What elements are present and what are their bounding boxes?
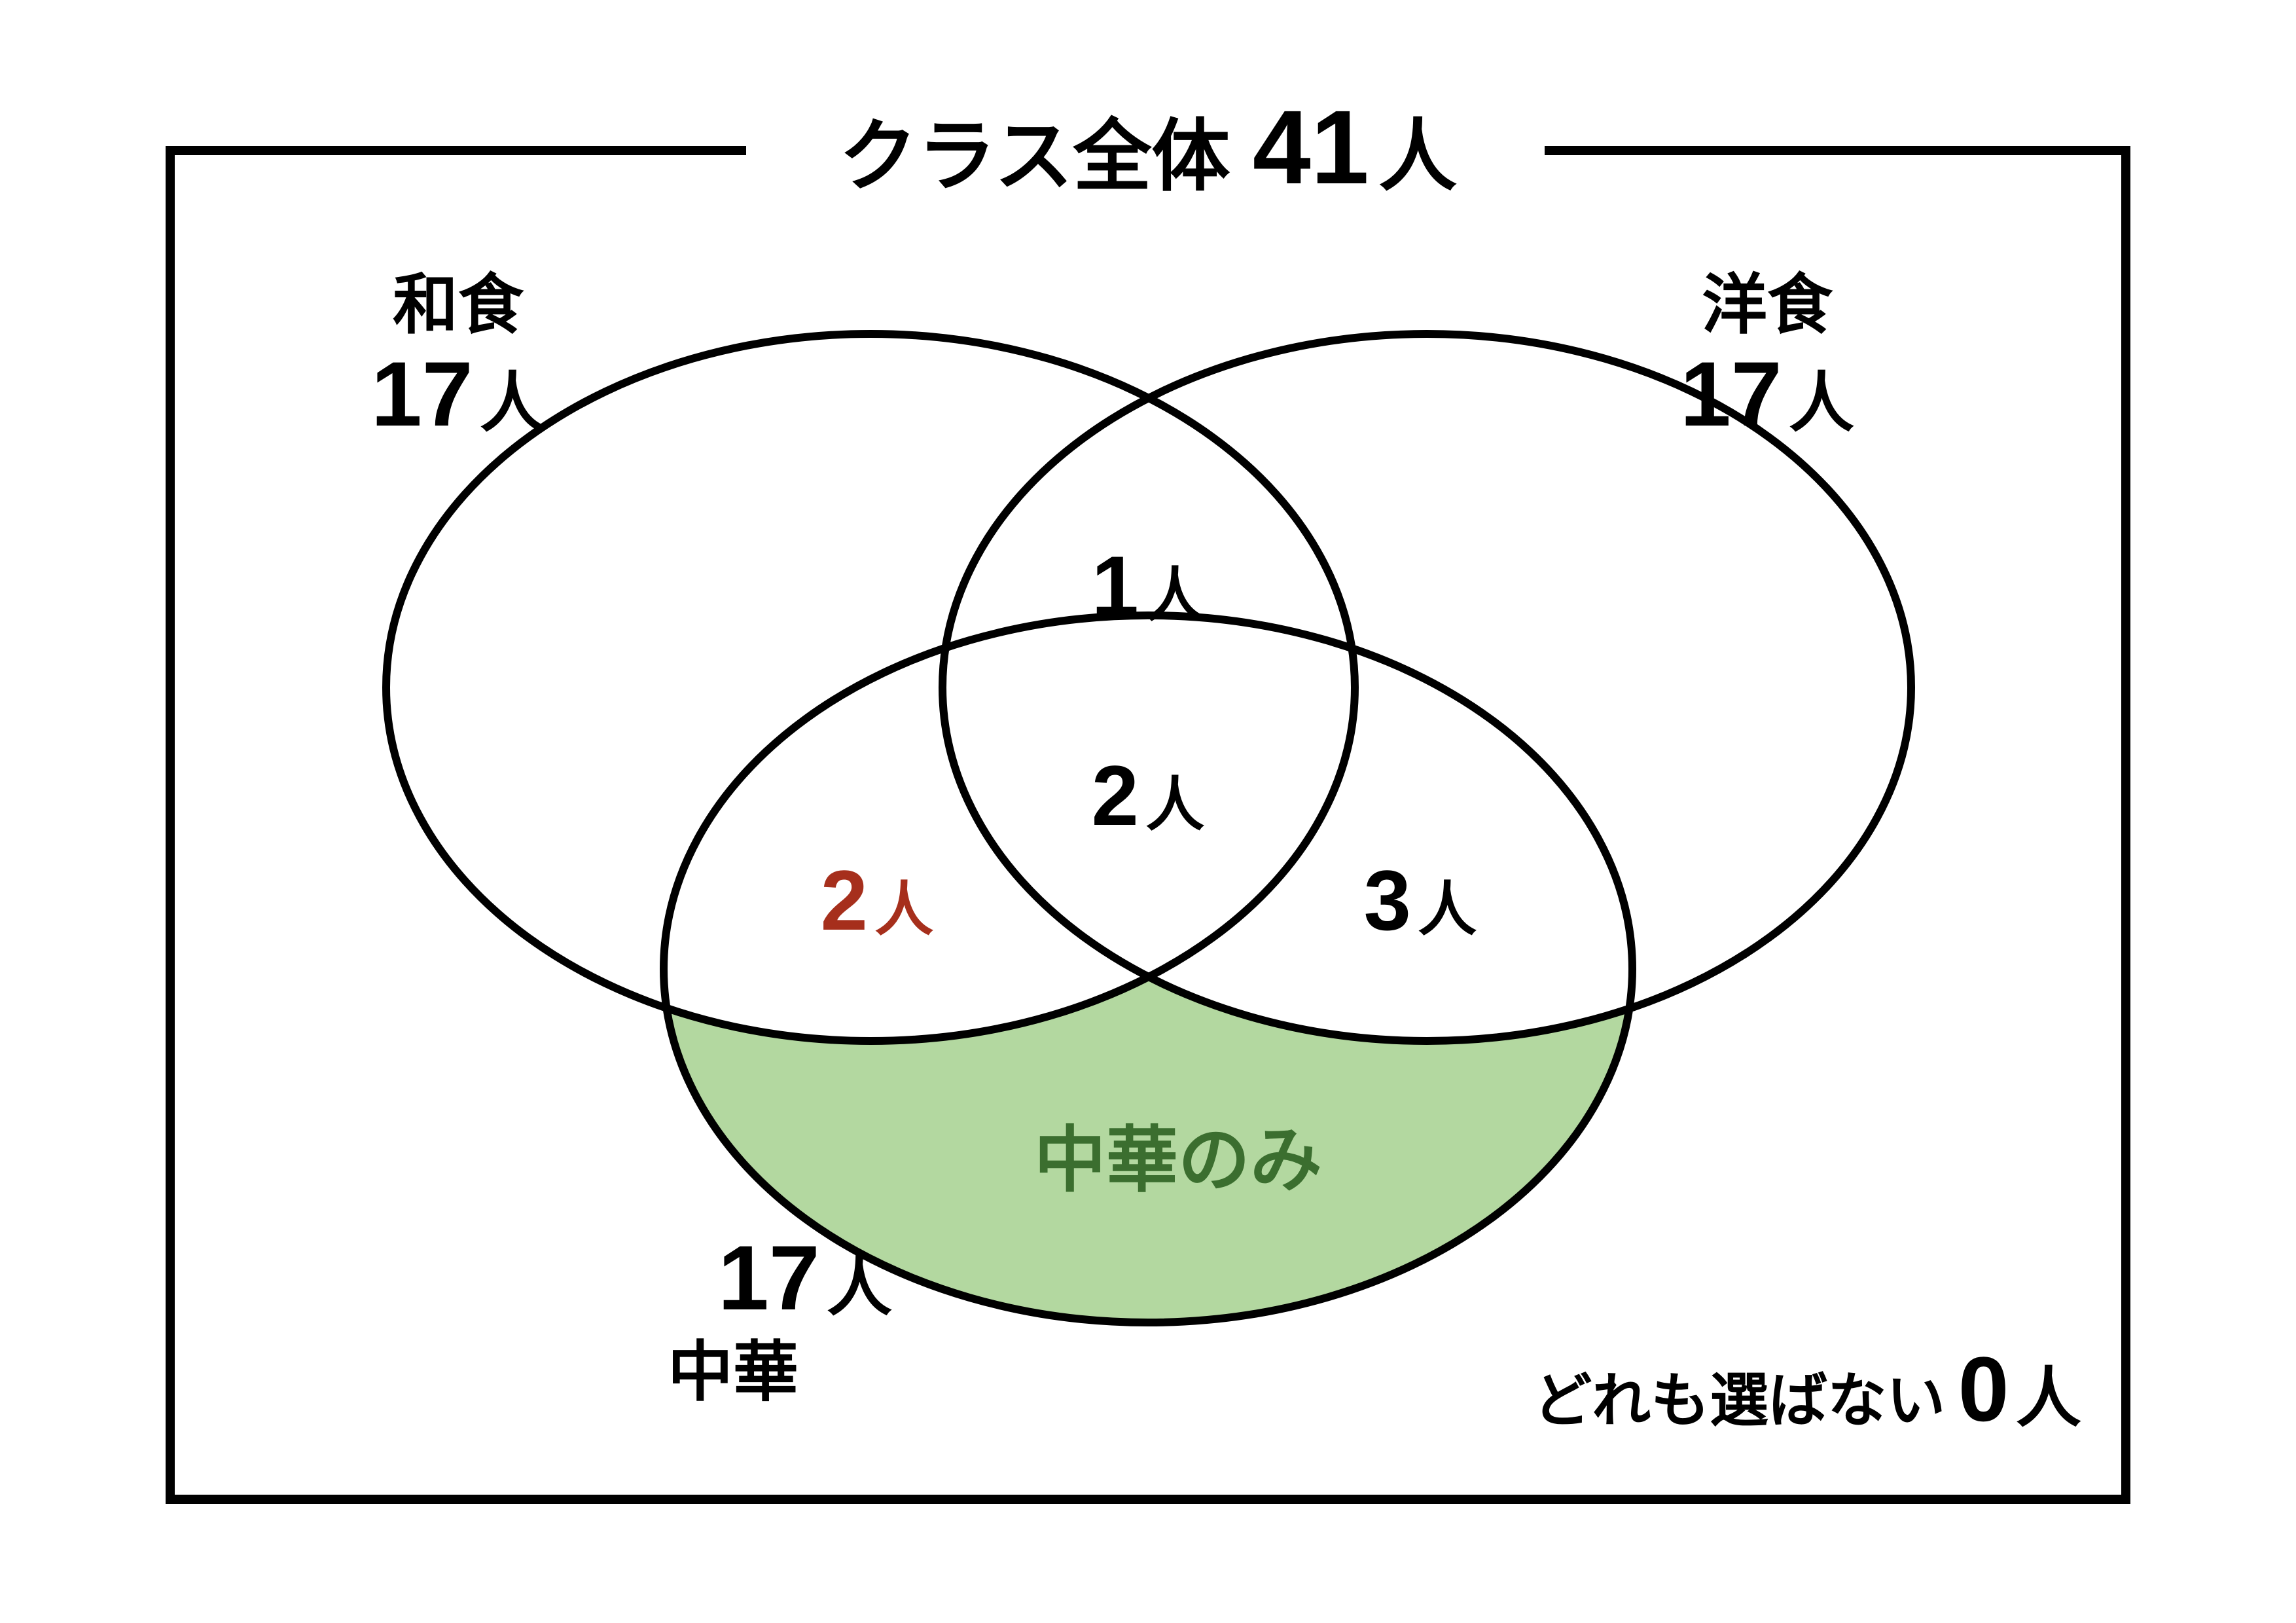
set-c-label-group: 17 人 中華 [668,1226,892,1409]
title-suffix: 人 [1378,113,1457,200]
svg-text:どれも選ばない 0 人: どれも選ばない 0 人 [1533,1338,2081,1440]
set-c-count: 17 [718,1226,820,1329]
set-c-suffix: 人 [827,1250,892,1324]
set-b-suffix: 人 [1789,367,1854,440]
set-a-suffix: 人 [480,367,545,440]
set-a-count: 17 [371,342,473,445]
set-b-label: 洋食 [1702,268,1833,342]
title-count: 41 [1253,88,1369,206]
venn-diagram-page: クラス全体 41 人 和食 17 人 洋食 17 人 17 人 中華 [0,0,2296,1623]
set-a-label: 和食 [393,268,524,342]
c-only-label: 中華のみ [1034,1120,1322,1201]
title-prefix: クラス全体 [839,113,1230,200]
venn-svg: クラス全体 41 人 和食 17 人 洋食 17 人 17 人 中華 [0,0,2296,1623]
svg-text:17 人: 17 人 [371,342,545,445]
svg-text:17 人: 17 人 [1680,342,1854,445]
set-c-label: 中華 [668,1336,798,1409]
none-count: 0 [1958,1338,2009,1440]
none-label-group: どれも選ばない 0 人 [1533,1338,2081,1440]
set-b-count: 17 [1680,342,1782,445]
none-suffix: 人 [2016,1362,2081,1435]
set-a-label-group: 和食 17 人 [371,268,545,445]
region-ab-only: 1 人 [1092,538,1205,634]
set-b-label-group: 洋食 17 人 [1680,268,1854,445]
none-text: どれも選ばない [1533,1368,1945,1434]
